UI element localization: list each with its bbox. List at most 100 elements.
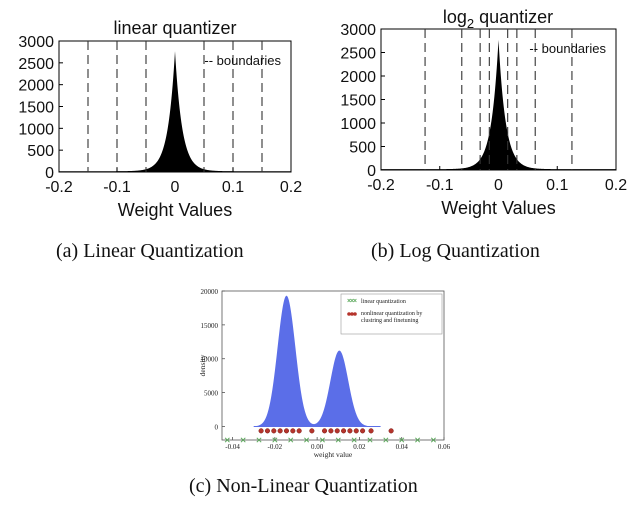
marker-stroke: [383, 437, 389, 443]
nonlinear-marker: [271, 428, 277, 434]
y-axis-label: density: [198, 354, 207, 376]
marker-stroke: [351, 437, 357, 443]
y-tick-label: 0: [215, 423, 219, 431]
linear-marker: [224, 437, 230, 443]
legend-boundaries: -- boundaries: [204, 53, 281, 68]
legend-label: linear quantization: [361, 299, 406, 305]
caption-a: (a) Linear Quantization: [56, 240, 244, 262]
linear-marker: [367, 437, 373, 443]
legend-box: [340, 293, 443, 335]
y-tick-label: 10000: [201, 356, 219, 364]
y-tick-label: 3000: [340, 22, 376, 39]
marker-stroke: [240, 437, 246, 443]
x-tick-label: 0: [494, 177, 503, 194]
nonlinear-marker: [388, 428, 394, 434]
nonlinear-marker: [290, 428, 296, 434]
y-tick-label: 500: [27, 143, 54, 160]
histogram-bars: [381, 39, 616, 171]
y-tick-label: 1500: [18, 100, 54, 117]
x-tick-label: -0.1: [103, 179, 131, 196]
linear-marker: [240, 437, 246, 443]
chart-b: 0 500 1000 1500 2000 2500 3000 -0.2 -0.1 0 0.1 0.2 W…: [340, 7, 627, 218]
marker-stroke: [399, 437, 405, 443]
y-tick-label: 2500: [18, 56, 54, 73]
x-tick-label: 0.06: [438, 443, 451, 451]
x-tick-label: -0.2: [45, 179, 73, 196]
marker-stroke: [335, 437, 341, 443]
nonlinear-marker: [353, 428, 359, 434]
density-area: [253, 295, 381, 427]
x-tick-label: -0.1: [426, 177, 454, 194]
nonlinear-marker: [296, 428, 302, 434]
legend-label: nonlinear quantization by: [361, 311, 422, 317]
x-tick-label: 0.00: [311, 443, 324, 451]
y-tick-label: 1000: [18, 121, 54, 138]
chart-title: log2 quantizer: [443, 7, 553, 31]
linear-marker: [383, 437, 389, 443]
y-tick-label: 2000: [18, 78, 54, 95]
x-axis-label: Weight Values: [118, 200, 232, 220]
nonlinear-marker: [341, 428, 347, 434]
marker-stroke: [415, 437, 421, 443]
x-tick-label: 0.2: [605, 177, 627, 194]
y-tick-label: 2000: [340, 69, 376, 86]
histogram-bars: [59, 51, 291, 172]
x-tick-label: -0.02: [268, 443, 283, 451]
linear-marker: [415, 437, 421, 443]
nonlinear-marker: [328, 428, 334, 434]
x-tick-label: 0.1: [546, 177, 568, 194]
legend-boundaries: -- boundaries: [529, 41, 606, 56]
y-tick-label: 500: [349, 140, 376, 157]
legend-marker-x: [347, 298, 351, 303]
marker-stroke: [288, 437, 294, 443]
x-tick-label: -0.2: [367, 177, 395, 194]
y-tick-label: 20000: [201, 288, 219, 296]
legend-marker-x: [353, 298, 357, 303]
x-axis-label: Weight Values: [441, 198, 555, 218]
legend: linear quantization nonlinear quantizatio…: [340, 293, 443, 335]
title-log: log: [443, 7, 467, 27]
nonlinear-marker: [309, 428, 315, 434]
legend-marker-x: [350, 298, 354, 303]
legend-marker-dot: [347, 312, 351, 316]
x-axis-label: weight value: [314, 450, 353, 459]
marker-stroke: [319, 437, 325, 443]
title-rest: quantizer: [474, 7, 553, 27]
x-tick-label: 0: [171, 179, 180, 196]
y-tick-label: 0: [367, 163, 376, 180]
nonlinear-marker: [368, 428, 374, 434]
title-subscript: 2: [467, 16, 474, 31]
y-tick-label: 2500: [340, 46, 376, 63]
marker-stroke: [430, 437, 436, 443]
chart-a: 0 500 1000 1500 2000 2500 3000 -0.2 -0.1 0 0.1 0.2 W…: [18, 18, 302, 220]
linear-marker: [430, 437, 436, 443]
marker-stroke: [304, 437, 310, 443]
marker-stroke: [272, 437, 278, 443]
x-tick-label: 0.2: [280, 179, 302, 196]
linear-marker: [319, 437, 325, 443]
nonlinear-marker: [258, 428, 264, 434]
caption-c: (c) Non-Linear Quantization: [189, 475, 418, 497]
caption-b: (b) Log Quantization: [371, 240, 540, 262]
y-tick-label: 1000: [340, 116, 376, 133]
linear-marker: [304, 437, 310, 443]
x-tick-label: -0.04: [225, 443, 240, 451]
y-tick-label: 3000: [18, 34, 54, 51]
y-tick-label: 0: [45, 165, 54, 182]
linear-marker: [272, 437, 278, 443]
chart-c: 0 5000 10000 15000 20000 -0.04 -0.02 0.00 0.02 0.…: [198, 288, 451, 459]
y-tick-label: 15000: [201, 322, 219, 330]
linear-marker: [335, 437, 341, 443]
nonlinear-marker: [321, 428, 328, 434]
nonlinear-marker: [347, 428, 353, 434]
marker-stroke: [367, 437, 373, 443]
marker-stroke: [224, 437, 230, 443]
plot-frame: [221, 290, 445, 441]
x-tick-label: 0.02: [353, 443, 366, 451]
nonlinear-marker: [283, 428, 290, 434]
y-tick-label: 1500: [340, 93, 376, 110]
y-tick-label: 5000: [204, 390, 219, 398]
nonlinear-marker: [360, 428, 366, 434]
nonlinear-marker: [277, 428, 283, 434]
